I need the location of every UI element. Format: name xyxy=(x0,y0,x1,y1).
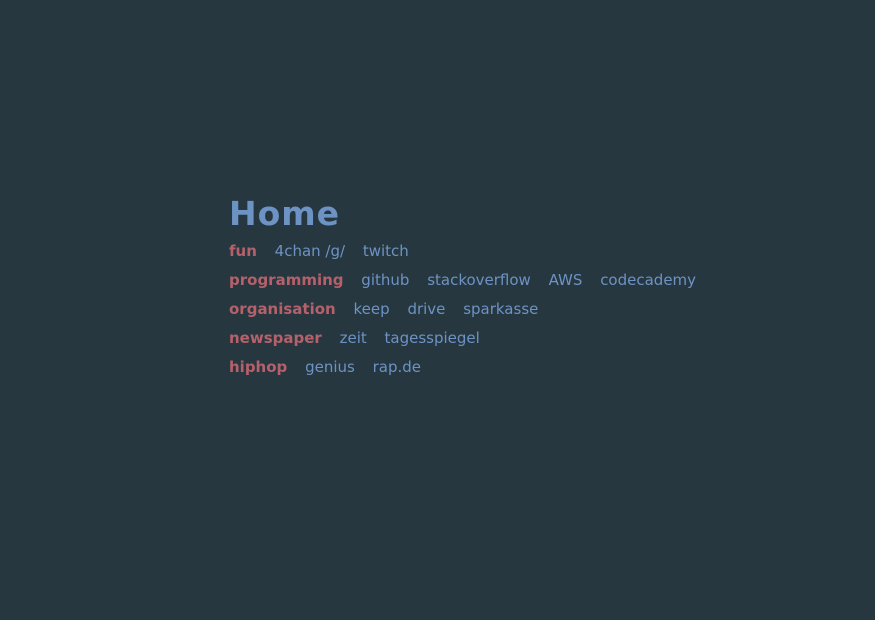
link-tagesspiegel[interactable]: tagesspiegel xyxy=(384,329,480,347)
link-keep[interactable]: keep xyxy=(353,300,390,318)
link-group-newspaper: newspaper zeit tagesspiegel xyxy=(229,325,709,354)
category-label-organisation: organisation xyxy=(229,300,336,318)
link-zeit[interactable]: zeit xyxy=(339,329,367,347)
link-group-organisation: organisation keep drive sparkasse xyxy=(229,296,709,325)
link-genius[interactable]: genius xyxy=(305,358,355,376)
link-groups: fun 4chan /g/ twitch programming github … xyxy=(229,238,709,383)
link-rap-de[interactable]: rap.de xyxy=(372,358,421,376)
page-title: Home xyxy=(229,194,341,233)
category-label-hiphop: hiphop xyxy=(229,358,288,376)
category-label-newspaper: newspaper xyxy=(229,329,322,347)
link-4chan-g[interactable]: 4chan /g/ xyxy=(274,242,346,260)
link-github[interactable]: github xyxy=(361,271,410,289)
link-codecademy[interactable]: codecademy xyxy=(600,271,697,289)
link-group-fun: fun 4chan /g/ twitch xyxy=(229,238,709,267)
link-drive[interactable]: drive xyxy=(407,300,446,318)
category-label-programming: programming xyxy=(229,271,344,289)
link-group-programming: programming github stackoverflow AWS cod… xyxy=(229,267,709,296)
link-stackoverflow[interactable]: stackoverflow xyxy=(427,271,531,289)
category-label-fun: fun xyxy=(229,242,257,260)
link-aws[interactable]: AWS xyxy=(548,271,583,289)
link-twitch[interactable]: twitch xyxy=(362,242,409,260)
link-group-hiphop: hiphop genius rap.de xyxy=(229,354,709,383)
link-sparkasse[interactable]: sparkasse xyxy=(463,300,539,318)
